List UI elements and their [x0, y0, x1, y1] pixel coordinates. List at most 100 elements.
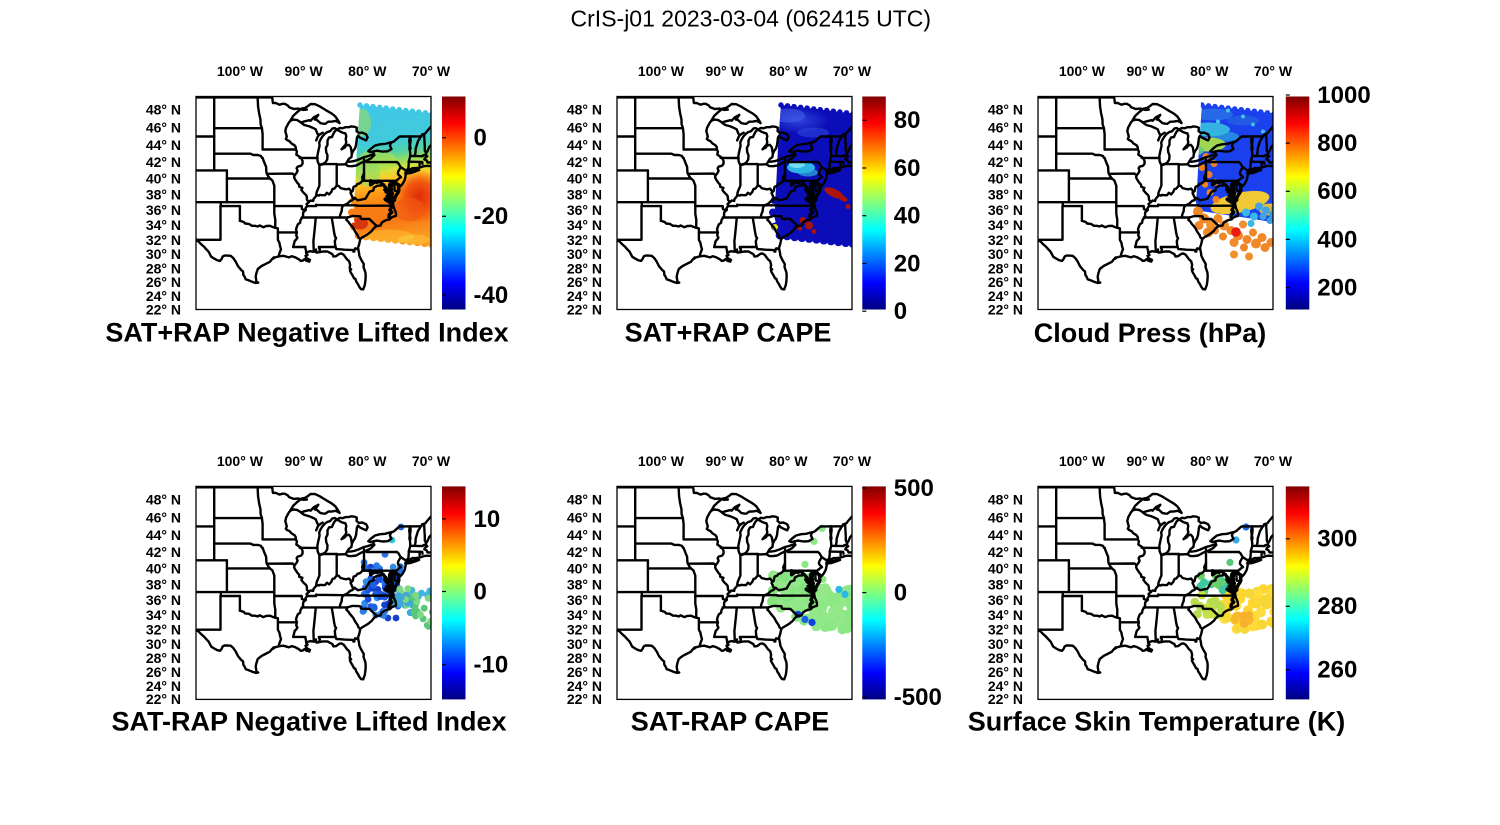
svg-text:38° N: 38° N: [988, 576, 1023, 592]
svg-text:48° N: 48° N: [988, 492, 1023, 508]
svg-text:30° N: 30° N: [146, 246, 181, 262]
svg-text:26° N: 26° N: [567, 274, 602, 290]
svg-text:90° W: 90° W: [705, 63, 744, 79]
svg-text:44° N: 44° N: [567, 137, 602, 153]
svg-text:26° N: 26° N: [988, 664, 1023, 680]
svg-text:SAT-RAP CAPE: SAT-RAP CAPE: [631, 707, 830, 737]
svg-text:40° N: 40° N: [988, 171, 1023, 187]
svg-text:28° N: 28° N: [988, 650, 1023, 666]
svg-text:46° N: 46° N: [146, 120, 181, 136]
svg-text:38° N: 38° N: [567, 576, 602, 592]
svg-text:36° N: 36° N: [988, 592, 1023, 608]
svg-text:38° N: 38° N: [567, 186, 602, 202]
svg-text:-40: -40: [474, 282, 509, 309]
svg-text:28° N: 28° N: [146, 260, 181, 276]
svg-text:34° N: 34° N: [146, 217, 181, 233]
svg-text:100° W: 100° W: [1059, 63, 1106, 79]
svg-text:34° N: 34° N: [567, 217, 602, 233]
svg-text:40° N: 40° N: [146, 560, 181, 576]
svg-text:34° N: 34° N: [988, 217, 1023, 233]
svg-text:200: 200: [1317, 275, 1357, 302]
svg-text:24° N: 24° N: [567, 288, 602, 304]
svg-text:70° W: 70° W: [833, 63, 872, 79]
svg-text:260: 260: [1317, 657, 1357, 684]
svg-text:40° N: 40° N: [146, 171, 181, 187]
svg-text:44° N: 44° N: [567, 527, 602, 543]
svg-text:36° N: 36° N: [567, 592, 602, 608]
svg-text:90° W: 90° W: [1126, 453, 1165, 469]
svg-text:70° W: 70° W: [412, 63, 451, 79]
svg-text:38° N: 38° N: [146, 186, 181, 202]
svg-text:38° N: 38° N: [146, 576, 181, 592]
svg-text:48° N: 48° N: [988, 102, 1023, 118]
svg-text:80° W: 80° W: [769, 453, 808, 469]
svg-text:0: 0: [894, 298, 907, 325]
svg-text:30° N: 30° N: [567, 636, 602, 652]
svg-text:22° N: 22° N: [988, 691, 1023, 707]
svg-text:400: 400: [1317, 226, 1357, 253]
svg-text:34° N: 34° N: [988, 607, 1023, 623]
svg-text:80° W: 80° W: [348, 63, 387, 79]
svg-text:70° W: 70° W: [1254, 63, 1293, 79]
svg-text:48° N: 48° N: [146, 102, 181, 118]
svg-text:44° N: 44° N: [988, 137, 1023, 153]
svg-text:30° N: 30° N: [988, 636, 1023, 652]
svg-text:80° W: 80° W: [1190, 63, 1229, 79]
svg-text:46° N: 46° N: [146, 510, 181, 526]
svg-text:80° W: 80° W: [1190, 453, 1229, 469]
svg-text:60: 60: [894, 155, 921, 182]
svg-text:0: 0: [474, 125, 487, 152]
svg-text:22° N: 22° N: [146, 691, 181, 707]
svg-text:100° W: 100° W: [217, 453, 264, 469]
svg-text:26° N: 26° N: [567, 664, 602, 680]
svg-text:22° N: 22° N: [146, 301, 181, 317]
svg-text:Cloud Press (hPa): Cloud Press (hPa): [1034, 318, 1267, 348]
svg-text:500: 500: [894, 475, 934, 502]
svg-text:42° N: 42° N: [146, 154, 181, 170]
svg-text:32° N: 32° N: [988, 232, 1023, 248]
svg-text:24° N: 24° N: [146, 288, 181, 304]
svg-text:36° N: 36° N: [146, 202, 181, 218]
svg-text:40° N: 40° N: [567, 171, 602, 187]
svg-text:70° W: 70° W: [412, 453, 451, 469]
svg-text:80: 80: [894, 107, 921, 134]
svg-text:40° N: 40° N: [988, 560, 1023, 576]
svg-text:SAT+RAP Negative Lifted Index: SAT+RAP Negative Lifted Index: [105, 318, 508, 348]
svg-text:90° W: 90° W: [284, 453, 323, 469]
svg-text:42° N: 42° N: [988, 154, 1023, 170]
svg-text:24° N: 24° N: [567, 678, 602, 694]
svg-text:800: 800: [1317, 130, 1357, 157]
svg-text:SAT+RAP CAPE: SAT+RAP CAPE: [625, 318, 832, 348]
svg-text:100° W: 100° W: [1059, 453, 1106, 469]
svg-text:46° N: 46° N: [988, 510, 1023, 526]
svg-text:32° N: 32° N: [567, 622, 602, 638]
svg-text:300: 300: [1317, 526, 1357, 553]
svg-text:-10: -10: [474, 652, 509, 679]
svg-text:CrIS-j01 2023-03-04 (062415 UT: CrIS-j01 2023-03-04 (062415 UTC): [571, 6, 932, 32]
svg-text:-20: -20: [474, 203, 509, 230]
svg-text:28° N: 28° N: [988, 260, 1023, 276]
svg-text:32° N: 32° N: [988, 622, 1023, 638]
svg-text:36° N: 36° N: [146, 592, 181, 608]
svg-text:40° N: 40° N: [567, 560, 602, 576]
svg-text:42° N: 42° N: [146, 544, 181, 560]
svg-text:22° N: 22° N: [988, 301, 1023, 317]
svg-text:48° N: 48° N: [567, 492, 602, 508]
svg-text:26° N: 26° N: [146, 664, 181, 680]
svg-text:46° N: 46° N: [988, 120, 1023, 136]
svg-text:36° N: 36° N: [988, 202, 1023, 218]
svg-text:20: 20: [894, 250, 921, 277]
svg-text:100° W: 100° W: [638, 63, 685, 79]
svg-text:100° W: 100° W: [217, 63, 264, 79]
svg-text:44° N: 44° N: [146, 527, 181, 543]
svg-text:42° N: 42° N: [567, 154, 602, 170]
svg-text:42° N: 42° N: [988, 544, 1023, 560]
svg-text:32° N: 32° N: [567, 232, 602, 248]
svg-text:42° N: 42° N: [567, 544, 602, 560]
svg-text:1000: 1000: [1317, 82, 1370, 109]
svg-text:24° N: 24° N: [988, 288, 1023, 304]
svg-text:46° N: 46° N: [567, 510, 602, 526]
svg-text:100° W: 100° W: [638, 453, 685, 469]
svg-text:46° N: 46° N: [567, 120, 602, 136]
svg-text:Surface Skin Temperature (K): Surface Skin Temperature (K): [968, 707, 1346, 737]
